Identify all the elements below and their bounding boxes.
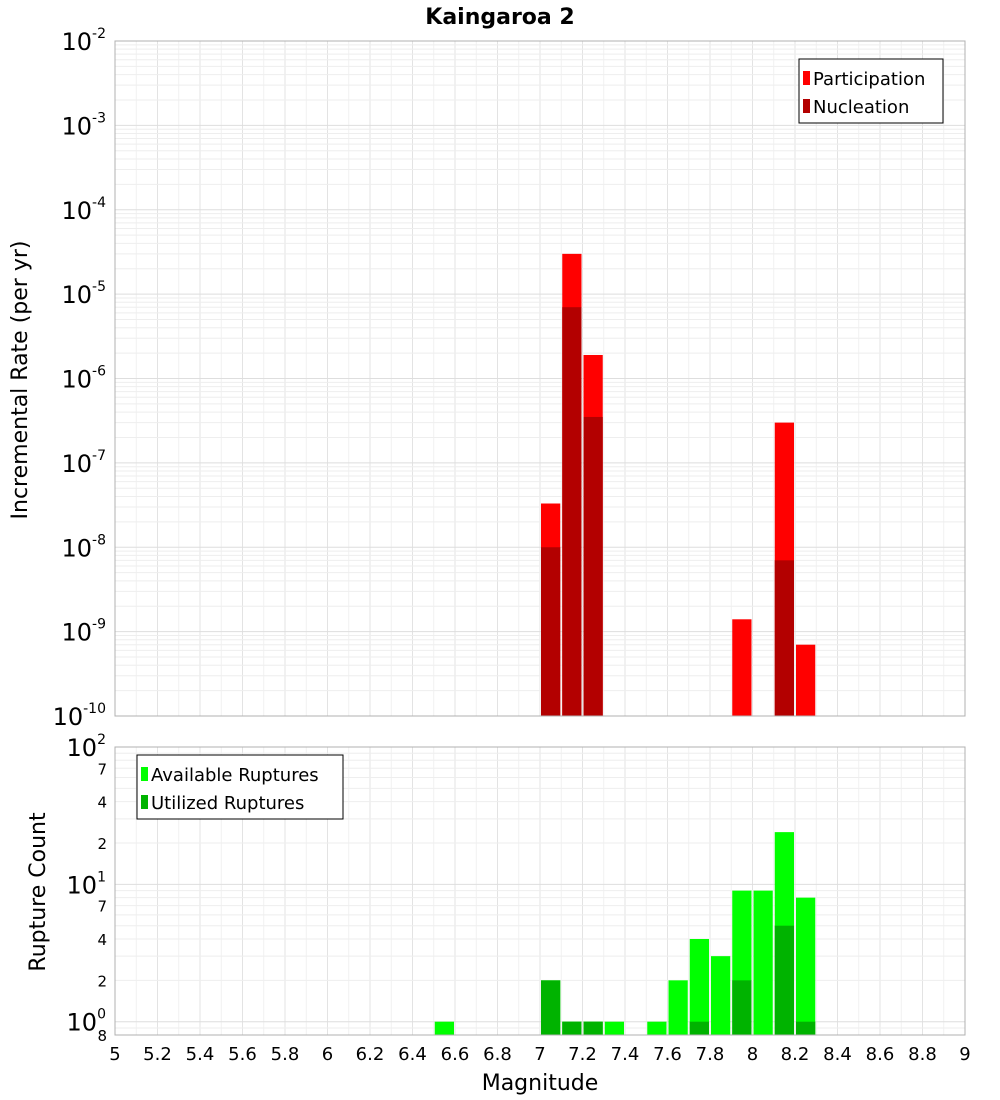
- y-tick-label: 4: [97, 794, 107, 812]
- x-tick-label: 9: [959, 1044, 970, 1065]
- rate-gridlines: [114, 40, 966, 717]
- available-ruptures-bar: [668, 980, 688, 1035]
- x-tick-label: 8: [747, 1044, 758, 1065]
- legend-swatch: [803, 71, 810, 85]
- y-tick-label: 2: [97, 972, 107, 990]
- legend-label: Available Ruptures: [151, 765, 319, 786]
- nucleation-bar: [541, 547, 561, 716]
- y-tick-label: 10-4: [61, 195, 106, 225]
- rate-legend: Participation Nucleation: [798, 58, 944, 124]
- rate-bars: [541, 253, 816, 716]
- x-tick-label: 5.8: [271, 1044, 300, 1065]
- available-ruptures-bar: [434, 1021, 454, 1035]
- available-ruptures-bar: [711, 956, 731, 1035]
- y-tick-label: 10-7: [61, 448, 106, 478]
- x-tick-label: 6.6: [441, 1044, 470, 1065]
- x-tick-label: 5.4: [186, 1044, 215, 1065]
- x-tick-label: 6: [322, 1044, 333, 1065]
- nucleation-bar: [583, 416, 603, 716]
- utilized-ruptures-bar: [541, 980, 561, 1035]
- x-tick-label: 5: [109, 1044, 120, 1065]
- x-tick-label: 7.6: [653, 1044, 682, 1065]
- x-tick-label: 7.2: [568, 1044, 597, 1065]
- y-tick-label: 10-8: [61, 532, 106, 562]
- nucleation-bar: [562, 307, 582, 716]
- x-tick-label: 8.8: [908, 1044, 937, 1065]
- legend-label: Participation: [813, 69, 925, 90]
- y-tick-label: 8: [97, 1027, 107, 1045]
- available-ruptures-bar: [753, 890, 773, 1035]
- x-tick-label: 8.2: [781, 1044, 810, 1065]
- y-tick-label: 10-3: [61, 110, 106, 140]
- utilized-ruptures-bar: [796, 1021, 816, 1035]
- legend-label: Nucleation: [813, 97, 909, 118]
- x-tick-label: 5.6: [228, 1044, 257, 1065]
- count-y-axis-label: Rupture Count: [26, 812, 51, 972]
- y-tick-label: 10-2: [61, 26, 106, 56]
- x-tick-label: 7.8: [696, 1044, 725, 1065]
- participation-bar: [732, 619, 752, 716]
- legend-label: Utilized Ruptures: [151, 793, 304, 814]
- y-tick-label: 102: [67, 732, 106, 762]
- x-tick-label: 6.8: [483, 1044, 512, 1065]
- x-tick-label: 6.4: [398, 1044, 427, 1065]
- available-ruptures-bar: [689, 939, 709, 1035]
- legend-box: [136, 754, 344, 820]
- x-tick-label: 8.6: [866, 1044, 895, 1065]
- rate-panel: 10-10 10-9 10-8 10-7 10-6 10-5 10-4 10-3 10-2 In…: [8, 26, 966, 731]
- utilized-ruptures-bar: [583, 1021, 603, 1035]
- chart-title: Kaingaroa 2: [425, 5, 574, 30]
- x-tick-label: 6.2: [356, 1044, 385, 1065]
- rate-plot-frame: [114, 40, 966, 717]
- utilized-ruptures-bar: [774, 925, 794, 1035]
- x-tick-label: 7: [534, 1044, 545, 1065]
- rate-y-axis-label: Incremental Rate (per yr): [8, 241, 33, 520]
- x-tick-label: 5.2: [143, 1044, 172, 1065]
- participation-bar: [796, 644, 816, 716]
- y-tick-label: 10-6: [61, 364, 106, 394]
- y-tick-label: 10-9: [61, 617, 106, 647]
- nucleation-bar: [774, 560, 794, 716]
- y-tick-label: 10-10: [53, 701, 106, 731]
- y-tick-label: 7: [97, 760, 107, 778]
- magnitude-x-ticks: 5 5.2 5.4 5.6 5.8 6 6.2 6.4 6.6 6.8 7 7.2 7.4 7.6 7.8 8…: [109, 1044, 970, 1065]
- rate-y-ticks: 10-10 10-9 10-8 10-7 10-6 10-5 10-4 10-3 10-2: [53, 26, 107, 731]
- utilized-ruptures-bar: [562, 1021, 582, 1035]
- y-tick-label: 7: [97, 898, 107, 916]
- y-tick-label: 10-5: [61, 279, 106, 309]
- count-legend: Available Ruptures Utilized Ruptures: [136, 754, 344, 820]
- y-tick-label: 2: [97, 835, 107, 853]
- legend-swatch: [803, 99, 810, 113]
- legend-box: [798, 58, 944, 124]
- y-tick-label: 101: [67, 869, 106, 899]
- utilized-ruptures-bar: [732, 980, 752, 1035]
- x-axis-label: Magnitude: [482, 1071, 599, 1096]
- legend-swatch: [141, 795, 148, 809]
- y-tick-label: 100: [67, 1007, 106, 1037]
- available-ruptures-bar: [604, 1021, 624, 1035]
- available-ruptures-bar: [647, 1021, 667, 1035]
- utilized-ruptures-bar: [689, 1021, 709, 1035]
- legend-swatch: [141, 767, 148, 781]
- x-tick-label: 8.4: [823, 1044, 852, 1065]
- count-bars: [434, 832, 816, 1035]
- x-tick-label: 7.4: [611, 1044, 640, 1065]
- y-tick-label: 4: [97, 931, 107, 949]
- available-ruptures-bar: [796, 897, 816, 1035]
- count-plot-frame: [114, 746, 966, 1036]
